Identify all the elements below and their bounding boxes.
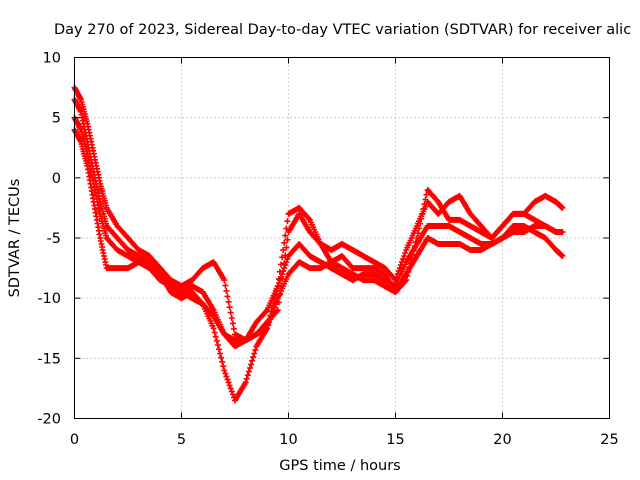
x-tick-label: 0 <box>70 432 79 448</box>
y-tick-label: 10 <box>43 51 61 67</box>
y-tick-label: -20 <box>37 412 61 428</box>
y-tick-label: 5 <box>52 111 61 127</box>
y-tick-label: -5 <box>47 231 61 247</box>
x-tick-label: 10 <box>279 432 297 448</box>
y-axis-label: SDTVAR / TECUs <box>7 179 23 298</box>
x-tick-label: 5 <box>177 432 186 448</box>
axis-ticks: 0 5 10 15 20 25 -20 -15 -10 -5 0 5 10 <box>37 51 618 449</box>
x-tick-label: 20 <box>493 432 511 448</box>
y-tick-label: 0 <box>52 171 61 187</box>
chart-title: Day 270 of 2023, Sidereal Day-to-day VTE… <box>54 22 631 38</box>
x-tick-label: 15 <box>386 432 404 448</box>
y-tick-label: -15 <box>37 351 61 367</box>
x-axis-label: GPS time / hours <box>279 458 400 474</box>
x-tick-label: 25 <box>600 432 618 448</box>
y-tick-label: -10 <box>37 291 61 307</box>
